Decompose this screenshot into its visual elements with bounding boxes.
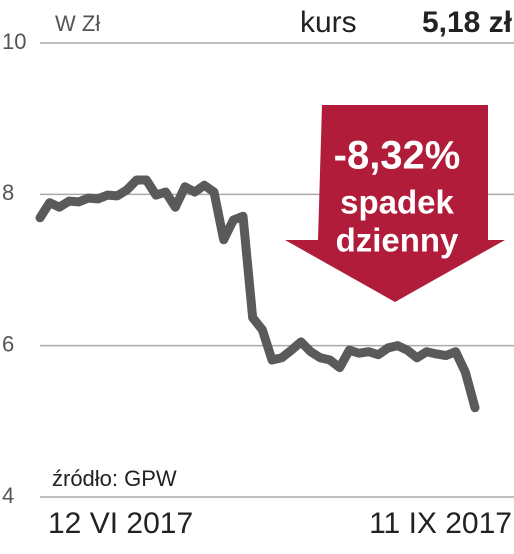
price-line bbox=[35, 175, 480, 413]
y-tick-label: 6 bbox=[2, 331, 14, 356]
unit-label: W Zł bbox=[55, 11, 100, 36]
x-tick-label: 12 VI 2017 bbox=[48, 507, 193, 540]
badge-arrow bbox=[285, 105, 505, 302]
x-tick-label: 11 IX 2017 bbox=[369, 507, 512, 540]
source: źródło: GPW bbox=[52, 466, 177, 491]
badge-change: -8,32% bbox=[334, 134, 461, 178]
badge-text: spadek bbox=[340, 184, 454, 221]
y-tick-label: 8 bbox=[2, 180, 14, 205]
price-label: kurs bbox=[300, 6, 357, 39]
badge-text: dzienny bbox=[336, 222, 459, 259]
price-value: 5,18 zł bbox=[422, 6, 513, 39]
y-tick-label: 4 bbox=[2, 483, 14, 508]
y-tick-label: 10 bbox=[2, 29, 26, 54]
